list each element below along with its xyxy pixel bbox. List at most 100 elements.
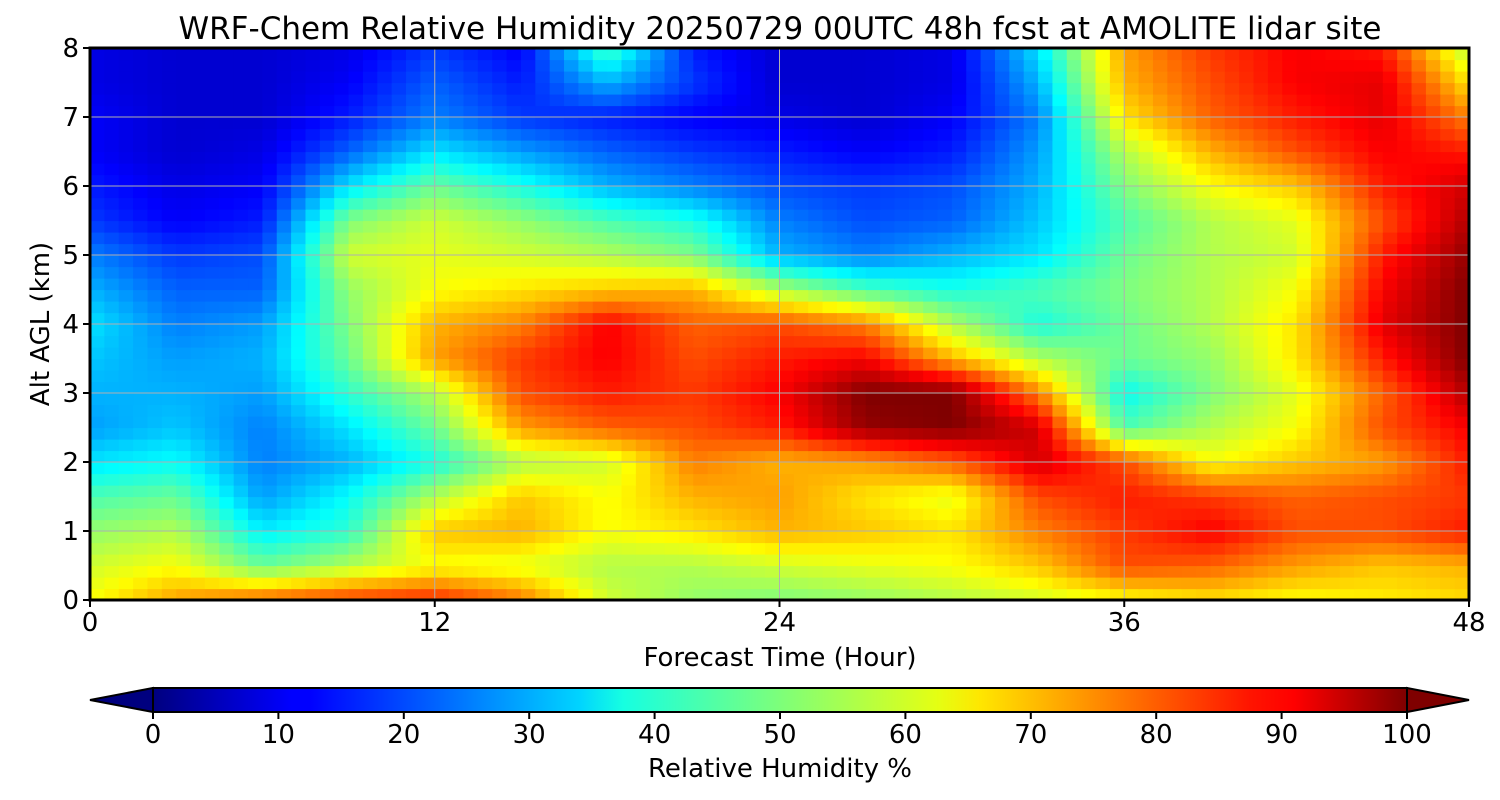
heatmap-cell <box>1239 416 1255 429</box>
heatmap-cell <box>147 335 163 348</box>
heatmap-cell <box>449 485 465 498</box>
heatmap-cell <box>1138 71 1154 84</box>
heatmap-cell <box>1038 531 1054 544</box>
heatmap-cell <box>1397 243 1413 256</box>
heatmap-cell <box>678 485 694 498</box>
heatmap-cell <box>161 519 177 532</box>
heatmap-cell <box>1382 370 1398 383</box>
heatmap-cell <box>621 163 637 176</box>
heatmap-cell <box>750 128 766 141</box>
heatmap-cell <box>1224 94 1240 107</box>
heatmap-cell <box>1138 232 1154 245</box>
heatmap-cell <box>951 59 967 72</box>
heatmap-cell <box>1310 473 1326 486</box>
heatmap-cell <box>650 243 666 256</box>
heatmap-cell <box>1368 450 1384 463</box>
heatmap-cell <box>420 577 436 590</box>
heatmap-cell <box>1124 531 1140 544</box>
heatmap-cell <box>736 404 752 417</box>
heatmap-cell <box>664 324 680 337</box>
heatmap-cell <box>1411 82 1427 95</box>
heatmap-cell <box>578 174 594 187</box>
heatmap-cell <box>923 255 939 268</box>
heatmap-cell <box>908 82 924 95</box>
heatmap-cell <box>1339 588 1355 600</box>
heatmap-cell <box>176 289 192 302</box>
heatmap-cell <box>190 59 206 72</box>
heatmap-cell <box>1239 266 1255 279</box>
heatmap-cell <box>880 163 896 176</box>
heatmap-cell <box>248 542 263 555</box>
heatmap-cell <box>1267 370 1283 383</box>
heatmap-cell <box>549 312 565 325</box>
heatmap-cell <box>1425 220 1441 233</box>
heatmap-cell <box>908 220 924 233</box>
heatmap-cell <box>434 554 450 567</box>
heatmap-cell <box>1368 278 1384 291</box>
heatmap-cell <box>607 358 623 371</box>
heatmap-cell <box>1152 496 1168 509</box>
heatmap-cell <box>1325 289 1341 302</box>
heatmap-cell <box>1440 243 1456 256</box>
heatmap-cell <box>1023 324 1039 337</box>
heatmap-cell <box>1354 358 1370 371</box>
heatmap-cell <box>707 59 723 72</box>
heatmap-cell <box>233 128 249 141</box>
heatmap-cell <box>377 588 393 600</box>
heatmap-cell <box>391 577 407 590</box>
heatmap-cell <box>1009 82 1025 95</box>
heatmap-cell <box>1411 186 1427 199</box>
heatmap-cell <box>348 266 364 279</box>
heatmap-cell <box>104 519 120 532</box>
heatmap-cell <box>808 82 824 95</box>
heatmap-cell <box>248 324 263 337</box>
heatmap-cell <box>1138 174 1154 187</box>
heatmap-cell <box>894 71 910 84</box>
heatmap-cell <box>779 278 795 291</box>
heatmap-cell <box>793 243 809 256</box>
heatmap-cell <box>1368 266 1384 279</box>
heatmap-cell <box>836 450 852 463</box>
heatmap-cell <box>736 450 752 463</box>
heatmap-cell <box>808 393 824 406</box>
heatmap-cell <box>1181 393 1197 406</box>
heatmap-cell <box>133 485 149 498</box>
heatmap-cell <box>779 416 795 429</box>
heatmap-cell <box>1368 473 1384 486</box>
heatmap-cell <box>449 151 465 164</box>
heatmap-cell <box>664 255 680 268</box>
heatmap-cell <box>406 404 421 417</box>
heatmap-cell <box>865 312 881 325</box>
heatmap-cell <box>1138 312 1154 325</box>
heatmap-cell <box>1397 473 1413 486</box>
heatmap-cell <box>678 416 694 429</box>
heatmap-cell <box>492 209 508 222</box>
heatmap-cell <box>506 289 522 302</box>
heatmap-cell <box>1009 220 1025 233</box>
heatmap-cell <box>348 358 364 371</box>
heatmap-cell <box>750 105 766 118</box>
heatmap-cell <box>248 358 263 371</box>
heatmap-cell <box>994 174 1010 187</box>
heatmap-cell <box>133 59 149 72</box>
heatmap-cell <box>635 554 651 567</box>
heatmap-cell <box>736 151 752 164</box>
heatmap-cell <box>549 381 565 394</box>
heatmap-cell <box>535 473 551 486</box>
heatmap-cell <box>707 128 723 141</box>
heatmap-cell <box>434 462 450 475</box>
heatmap-cell <box>765 450 781 463</box>
heatmap-cell <box>880 519 896 532</box>
heatmap-cell <box>1440 289 1456 302</box>
heatmap-cell <box>377 358 393 371</box>
heatmap-cell <box>894 163 910 176</box>
heatmap-cell <box>133 381 149 394</box>
heatmap-cell <box>1425 48 1441 61</box>
heatmap-cell <box>1210 542 1226 555</box>
heatmap-cell <box>1224 151 1240 164</box>
heatmap-cell <box>865 140 881 153</box>
heatmap-cell <box>693 197 709 210</box>
heatmap-cell <box>1382 508 1398 521</box>
heatmap-cell <box>923 565 939 578</box>
heatmap-cell <box>1440 82 1456 95</box>
